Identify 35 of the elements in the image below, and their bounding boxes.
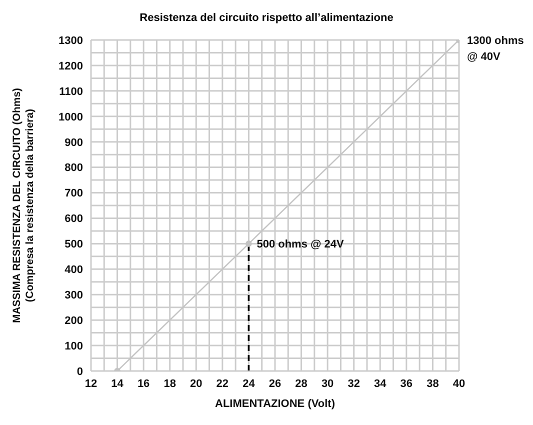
y-tick-label: 400 [64, 264, 83, 276]
x-tick-label: 36 [400, 378, 413, 390]
y-tick-label: 1200 [58, 60, 83, 72]
x-tick-label: 14 [111, 378, 124, 390]
x-tick-label: 32 [348, 378, 360, 390]
annotation: 500 ohms @ 24V [256, 238, 345, 251]
x-tick-label: 16 [137, 378, 150, 390]
y-tick-label: 500 [64, 238, 83, 251]
y-tick-label: 100 [64, 340, 83, 352]
y-tick-label: 0 [76, 366, 83, 378]
x-tick-label: 38 [426, 378, 439, 390]
x-axis-title: ALIMENTAZIONE (Volt) [215, 398, 336, 410]
x-tick-label: 28 [295, 378, 308, 390]
x-tick-label: 30 [321, 378, 334, 390]
x-tick-label: 22 [216, 378, 229, 390]
point [246, 240, 252, 247]
y-tick-label: 200 [64, 314, 83, 327]
y-tick-label: 1100 [59, 86, 83, 98]
x-tick-label: 34 [374, 378, 388, 390]
x-tick-label: 26 [268, 378, 282, 390]
x-tick-label: 12 [84, 378, 98, 390]
y-tick-label: 900 [64, 136, 83, 149]
x-tick-label: 18 [164, 378, 176, 390]
y-tick-label: 1000 [58, 111, 83, 124]
x-tick-label: 20 [190, 378, 202, 390]
x-tick-label: 40 [452, 378, 466, 390]
x-tick-label: 24 [242, 378, 256, 390]
chart-title: Resistenza del circuito rispetto all’alimentazione [138, 11, 394, 26]
y-tick-label: 600 [64, 213, 83, 226]
y-tick-label: 300 [64, 290, 83, 302]
y-tick-label: 800 [64, 162, 83, 174]
y-tick-label: 1300 [58, 34, 83, 47]
annotation: 1300 ohms @ 40V [467, 35, 524, 63]
y-tick-label: 700 [64, 188, 83, 200]
y-axis-title: MASSIMA RESISTENZA DEL CIRCUITO (Ohms) (Compresa la resistenza della barriera) [11, 88, 36, 324]
